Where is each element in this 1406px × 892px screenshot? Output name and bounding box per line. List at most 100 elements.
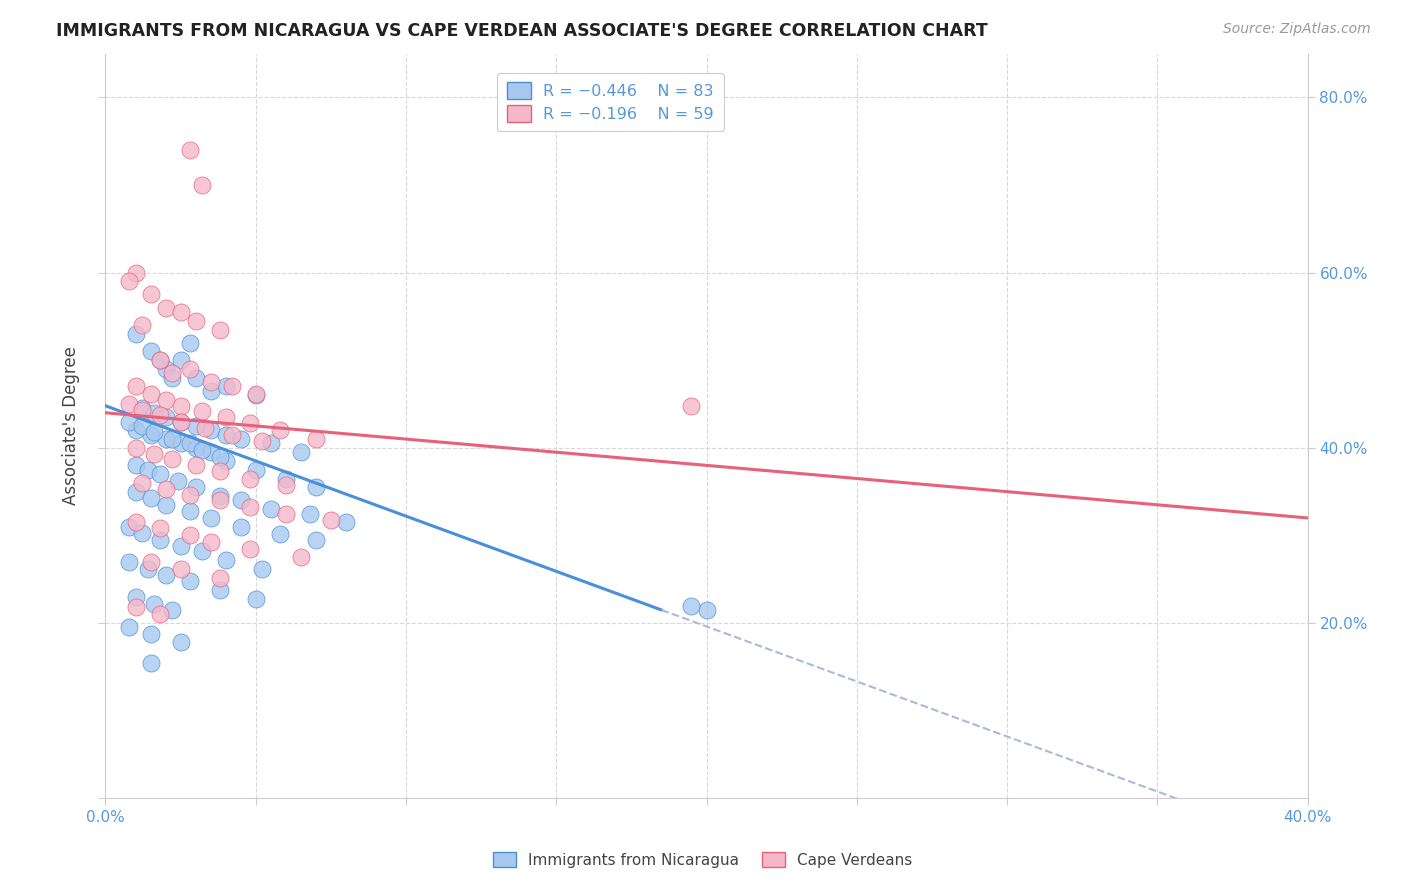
Point bbox=[166, 474, 188, 488]
Point bbox=[131, 419, 153, 434]
Point bbox=[229, 519, 252, 533]
Point bbox=[681, 599, 703, 613]
Point bbox=[155, 301, 177, 315]
Point bbox=[229, 493, 252, 508]
Point bbox=[190, 178, 212, 192]
Point bbox=[184, 419, 207, 434]
Point bbox=[200, 423, 222, 437]
Point bbox=[200, 445, 222, 459]
Point bbox=[200, 384, 222, 398]
Point bbox=[155, 482, 177, 496]
Point bbox=[214, 454, 236, 468]
Point bbox=[124, 423, 146, 437]
Point bbox=[118, 519, 141, 533]
Legend: R = −0.446    N = 83, R = −0.196    N = 59: R = −0.446 N = 83, R = −0.196 N = 59 bbox=[498, 72, 724, 131]
Point bbox=[696, 603, 718, 617]
Point bbox=[160, 367, 183, 381]
Point bbox=[319, 513, 342, 527]
Point bbox=[124, 590, 146, 604]
Point bbox=[184, 314, 207, 328]
Point bbox=[131, 475, 153, 490]
Point bbox=[118, 274, 141, 288]
Point bbox=[208, 493, 231, 508]
Point bbox=[250, 562, 273, 576]
Point bbox=[250, 434, 273, 448]
Point bbox=[169, 436, 191, 450]
Point bbox=[136, 562, 159, 576]
Point bbox=[245, 591, 267, 606]
Point bbox=[239, 541, 262, 556]
Point bbox=[208, 322, 231, 336]
Point bbox=[335, 516, 357, 530]
Point bbox=[305, 533, 328, 547]
Point bbox=[184, 441, 207, 455]
Point bbox=[200, 535, 222, 549]
Point bbox=[155, 362, 177, 376]
Point bbox=[155, 392, 177, 407]
Point bbox=[214, 427, 236, 442]
Point bbox=[179, 436, 201, 450]
Point bbox=[184, 370, 207, 384]
Point bbox=[124, 458, 146, 473]
Point bbox=[148, 353, 170, 368]
Point bbox=[208, 450, 231, 464]
Point bbox=[179, 528, 201, 542]
Point bbox=[179, 574, 201, 588]
Point bbox=[139, 386, 162, 401]
Point bbox=[169, 562, 191, 576]
Point bbox=[681, 399, 703, 413]
Point bbox=[229, 432, 252, 446]
Point bbox=[184, 480, 207, 494]
Point bbox=[245, 463, 267, 477]
Point bbox=[184, 458, 207, 473]
Point bbox=[142, 425, 165, 439]
Point bbox=[142, 597, 165, 611]
Point bbox=[160, 452, 183, 467]
Point bbox=[124, 326, 146, 341]
Point bbox=[290, 550, 312, 565]
Point bbox=[118, 620, 141, 634]
Text: Source: ZipAtlas.com: Source: ZipAtlas.com bbox=[1223, 22, 1371, 37]
Point bbox=[148, 467, 170, 482]
Point bbox=[179, 488, 201, 502]
Point bbox=[214, 553, 236, 567]
Point bbox=[118, 415, 141, 429]
Point bbox=[139, 491, 162, 505]
Point bbox=[124, 516, 146, 530]
Point bbox=[221, 379, 243, 393]
Point bbox=[298, 507, 321, 521]
Point bbox=[190, 544, 212, 558]
Point bbox=[142, 406, 165, 420]
Point bbox=[269, 423, 291, 437]
Point bbox=[139, 555, 162, 569]
Point bbox=[305, 480, 328, 494]
Point bbox=[208, 582, 231, 597]
Point bbox=[155, 498, 177, 512]
Point bbox=[200, 375, 222, 389]
Point bbox=[190, 404, 212, 418]
Text: IMMIGRANTS FROM NICARAGUA VS CAPE VERDEAN ASSOCIATE'S DEGREE CORRELATION CHART: IMMIGRANTS FROM NICARAGUA VS CAPE VERDEA… bbox=[56, 22, 988, 40]
Point bbox=[208, 570, 231, 584]
Point bbox=[160, 370, 183, 384]
Point bbox=[160, 432, 183, 446]
Point bbox=[169, 415, 191, 429]
Point bbox=[260, 436, 283, 450]
Point bbox=[139, 287, 162, 301]
Point bbox=[194, 420, 217, 434]
Point bbox=[169, 539, 191, 553]
Point bbox=[148, 533, 170, 547]
Point bbox=[221, 427, 243, 442]
Point bbox=[124, 266, 146, 280]
Point bbox=[260, 502, 283, 516]
Point bbox=[124, 600, 146, 615]
Point bbox=[208, 489, 231, 503]
Point bbox=[179, 362, 201, 376]
Point bbox=[269, 526, 291, 541]
Point bbox=[200, 511, 222, 525]
Point bbox=[155, 432, 177, 446]
Point bbox=[239, 471, 262, 485]
Point bbox=[190, 442, 212, 457]
Point bbox=[179, 335, 201, 350]
Point bbox=[214, 410, 236, 425]
Point bbox=[139, 656, 162, 670]
